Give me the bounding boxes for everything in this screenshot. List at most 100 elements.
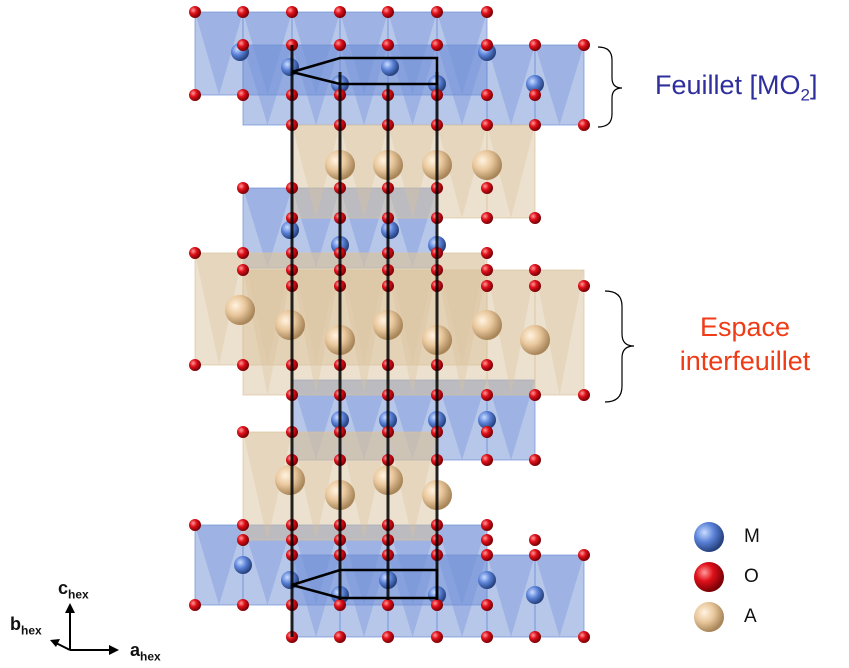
metal-atom [478, 571, 496, 589]
a-polyhedron-face [535, 270, 584, 395]
oxygen-atom [237, 359, 249, 371]
oxygen-atom [334, 631, 346, 643]
a-polyhedron-face [292, 270, 340, 395]
mo2-polyhedron-face [535, 45, 584, 125]
oxygen-atom [189, 519, 201, 531]
oxygen-atom [529, 389, 541, 401]
unit-cell-top-face [291, 56, 439, 86]
oxygen-atom [529, 39, 541, 51]
mo2-polyhedron-face [243, 525, 292, 605]
oxygen-atom [481, 264, 493, 276]
metal-atom [281, 221, 299, 239]
oxygen-atom [237, 39, 249, 51]
oxygen-atom [382, 39, 394, 51]
oxygen-atom [481, 519, 493, 531]
a-polyhedron-face [243, 270, 292, 395]
axis-triad [50, 603, 119, 655]
unit-cell-edges [290, 45, 439, 637]
a-polyhedron-face [292, 432, 340, 540]
a-polyhedron-face [437, 125, 487, 218]
axis-label-b: bhex [10, 614, 42, 638]
oxygen-atom [529, 631, 541, 643]
a-polyhedron-face [388, 432, 437, 540]
oxygen-atom [481, 6, 493, 18]
oxygen-atom [189, 6, 201, 18]
oxygen-atom [529, 89, 541, 101]
a-polyhedron-face [388, 125, 437, 218]
a-polyhedron-face [340, 432, 388, 540]
mo2-polyhedron-cell [242, 44, 293, 126]
a-polyhedron-face [195, 253, 243, 365]
oxygen-atom [481, 247, 493, 259]
oxygen-atom [578, 549, 590, 561]
oxygen-atom [578, 631, 590, 643]
oxygen-atom [237, 247, 249, 259]
a-polyhedron-face [340, 125, 388, 218]
alkali-atom [520, 325, 550, 355]
legend-label-o: O [744, 566, 759, 587]
mo2-polyhedron-face [243, 45, 292, 125]
mo2-polyhedron-face [195, 525, 243, 605]
mo2-polyhedron-face [340, 555, 388, 637]
oxygen-atom [529, 280, 541, 292]
oxygen-atom [382, 631, 394, 643]
oxygen-atom [529, 549, 541, 561]
oxygen-atom [578, 389, 590, 401]
sheet-brace [597, 46, 623, 128]
legend-label-a: A [744, 606, 757, 627]
unit-cell-bottom-face [291, 568, 439, 600]
mo2-polyhedron-face [437, 45, 487, 125]
mo2-polyhedron-face [340, 380, 388, 460]
mo2-polyhedron-face [487, 380, 535, 460]
alkali-atom [225, 295, 255, 325]
oxygen-atom [334, 39, 346, 51]
axis-label-a: ahex [130, 640, 161, 664]
oxygen-atom [431, 631, 443, 643]
oxygen-atom [529, 454, 541, 466]
axis-label-c: chex [58, 578, 89, 602]
mo2-polyhedron-face [437, 380, 487, 460]
alkali-atom [275, 310, 305, 340]
alkali-atom [472, 310, 502, 340]
oxygen-atom [578, 119, 590, 131]
alkali-atom [275, 465, 305, 495]
oxygen-atom [481, 119, 493, 131]
interlayer-brace [604, 290, 635, 403]
oxygen-atom [481, 280, 493, 292]
oxygen-atom [237, 599, 249, 611]
oxygen-atom [237, 534, 249, 546]
legend-label-m: M [744, 526, 760, 547]
oxygen-atom [431, 39, 443, 51]
oxygen-atom [189, 89, 201, 101]
oxygen-atom [481, 212, 493, 224]
oxygen-atom [529, 212, 541, 224]
oxygen-atom [481, 599, 493, 611]
mo2-polyhedron-face [292, 555, 340, 637]
a-polyhedron-face [487, 270, 535, 395]
oxygen-atom [481, 389, 493, 401]
oxygen-atom [189, 359, 201, 371]
oxygen-atom [481, 631, 493, 643]
oxygen-atom [237, 264, 249, 276]
oxygen-atom [286, 6, 298, 18]
metal-atom [381, 58, 399, 76]
oxygen-atom [481, 89, 493, 101]
oxygen-atom [481, 359, 493, 371]
mo2-polyhedron-face [292, 45, 340, 125]
metal-atom [234, 556, 252, 574]
oxygen-atom [382, 599, 394, 611]
legend-marker-o [694, 562, 724, 592]
metal-atom [526, 75, 544, 93]
sheet-label: Feuillet [MO2] [655, 70, 818, 105]
oxygen-atom [481, 534, 493, 546]
oxygen-atom [529, 119, 541, 131]
oxygen-atom [529, 534, 541, 546]
oxygen-atom [237, 182, 249, 194]
oxygen-atom [237, 89, 249, 101]
oxygen-atom [431, 6, 443, 18]
oxygen-atom [189, 247, 201, 259]
a-polyhedron-face [388, 270, 437, 395]
metal-atom [381, 221, 399, 239]
oxygen-atom [529, 264, 541, 276]
